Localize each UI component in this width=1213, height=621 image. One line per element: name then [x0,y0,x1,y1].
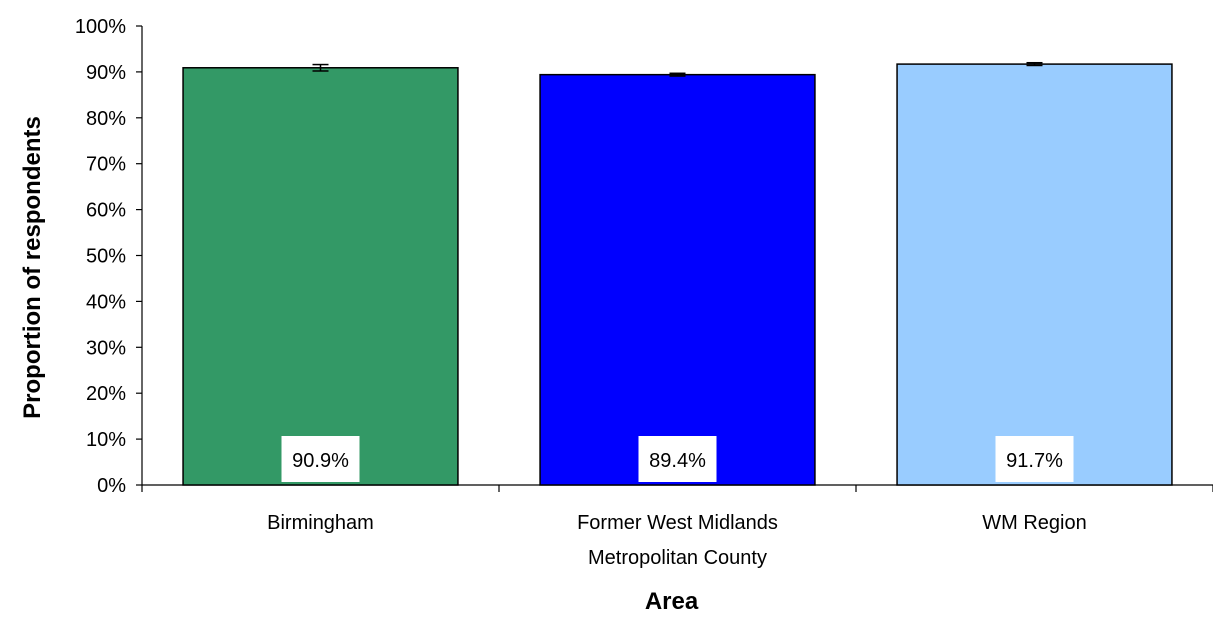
y-tick-label: 70% [86,154,126,176]
data-label-box [638,436,717,482]
y-tick-label: 30% [86,337,126,359]
data-label-box [281,436,360,482]
y-tick-label: 80% [86,108,126,130]
y-tick-label: 50% [86,246,126,268]
bar [182,67,459,486]
y-tick-label: 0% [97,475,126,497]
data-label: 90.9% [292,450,349,472]
x-category-label: WM Region [982,512,1086,534]
x-category-label: Birmingham [267,512,374,534]
data-label-box [995,436,1074,482]
data-label: 89.4% [649,450,706,472]
x-category-label: Former West Midlands [577,512,778,534]
x-axis-title: Area [645,588,699,615]
y-tick-label: 40% [86,291,126,313]
y-tick-label: 60% [86,200,126,222]
bar [896,63,1173,486]
y-tick-label: 10% [86,429,126,451]
labels-group: 90.9% Birmingham 89.4% Former West Midlands… [267,436,1087,569]
y-tick-label: 100% [75,16,126,38]
data-label: 91.7% [1006,450,1063,472]
y-tick-label: 90% [86,62,126,84]
bars-group [182,61,1173,486]
y-axis-title: Proportion of respondents [19,116,46,419]
y-tick-label: 20% [86,383,126,405]
x-category-label: Metropolitan County [588,547,767,569]
bar [539,73,816,486]
